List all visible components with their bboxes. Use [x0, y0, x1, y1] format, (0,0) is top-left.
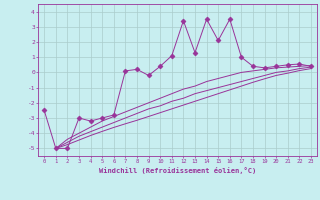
X-axis label: Windchill (Refroidissement éolien,°C): Windchill (Refroidissement éolien,°C)	[99, 167, 256, 174]
